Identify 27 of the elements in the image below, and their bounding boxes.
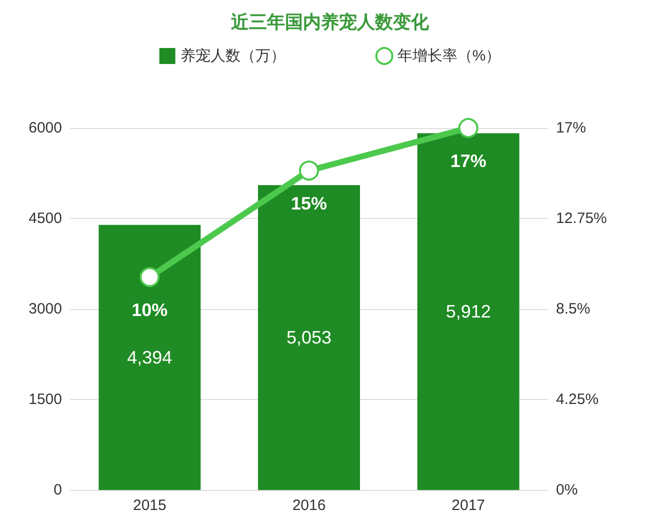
bar <box>417 133 520 490</box>
point <box>140 267 160 288</box>
y-tick-label: 0 <box>54 482 62 498</box>
y-tick-label: 6000 <box>28 120 62 136</box>
legend-label: 年增长率（%） <box>397 48 501 64</box>
point <box>299 160 319 181</box>
y2-tick-label: 8.5% <box>556 300 590 318</box>
y-tick-label: 3000 <box>28 300 62 318</box>
data-label: 4,394 <box>127 347 172 368</box>
chart-title: 近三年国内养宠人数变化 <box>230 12 430 32</box>
y-tick-label: 1500 <box>28 391 62 408</box>
bar <box>98 224 201 490</box>
data-label: 17% <box>450 151 486 171</box>
y-tick-label: 4500 <box>28 210 62 227</box>
y2-tick-label: 12.75% <box>556 210 607 227</box>
y2-tick-label: 17% <box>556 120 586 136</box>
x-tick-label: 2015 <box>132 497 166 514</box>
y2-tick-label: 4.25% <box>556 391 599 408</box>
x-tick-label: 2016 <box>292 497 326 514</box>
data-label: 10% <box>132 300 168 320</box>
data-label: 5,053 <box>286 328 332 348</box>
point <box>458 118 478 138</box>
data-label: 5,912 <box>446 302 491 322</box>
data-label: 15% <box>290 194 328 214</box>
y2-tick-label: 0% <box>556 482 578 498</box>
legend-label: 养宠人数（万） <box>180 48 286 64</box>
x-tick-label: 2017 <box>452 497 486 514</box>
